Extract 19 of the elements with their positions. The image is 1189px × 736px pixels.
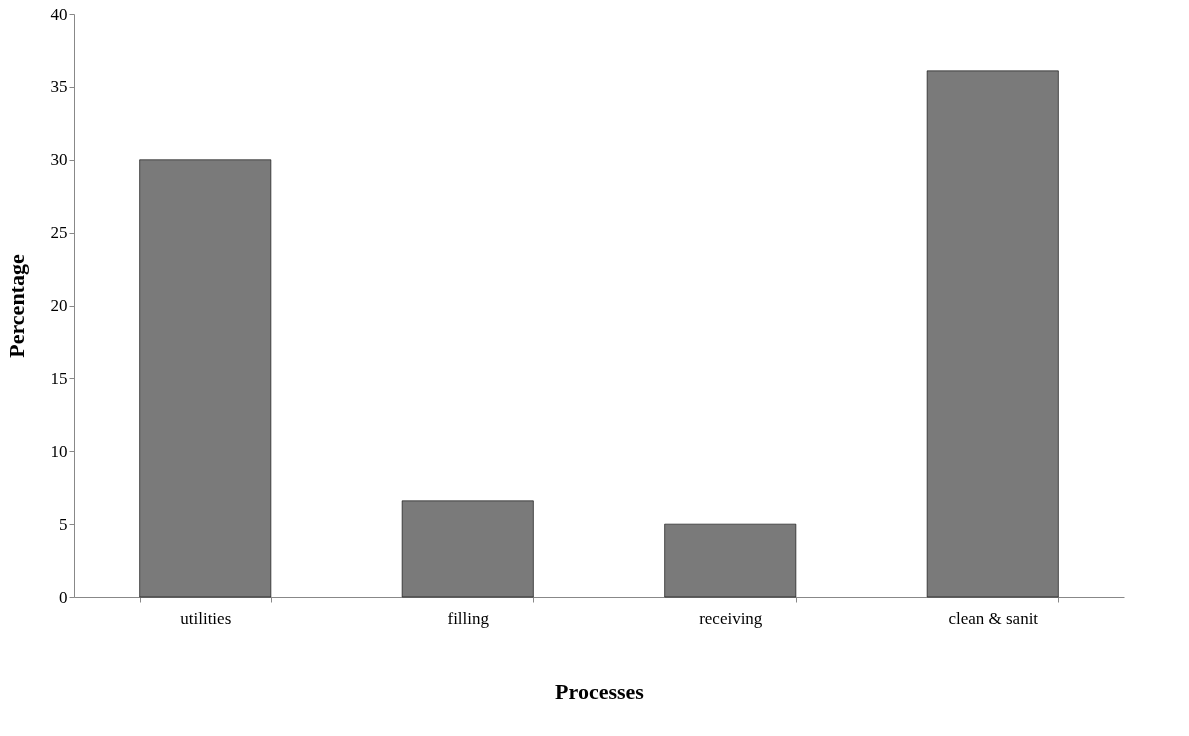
x-tick-label: clean & sanit [948, 608, 1039, 628]
x-tick-label: filling [447, 608, 490, 628]
y-tick-label: 40 [50, 4, 68, 24]
y-tick-label: 10 [50, 441, 68, 461]
y-tick-label: 30 [50, 150, 68, 170]
bar [401, 500, 534, 598]
y-tick-label: 35 [50, 77, 68, 97]
y-tick-label: 5 [59, 514, 68, 534]
y-tick-label: 0 [59, 587, 68, 607]
bar [926, 70, 1059, 598]
x-tick-label: utilities [180, 608, 232, 628]
x-axis-title: Processes [555, 678, 645, 704]
x-tick-label: receiving [699, 608, 763, 628]
y-tick-label: 25 [50, 223, 68, 243]
bar [139, 159, 272, 598]
y-tick-label: 20 [50, 296, 68, 315]
y-axis-title: Percentage [3, 254, 29, 358]
bar [664, 523, 797, 598]
y-tick-label: 15 [50, 368, 68, 388]
